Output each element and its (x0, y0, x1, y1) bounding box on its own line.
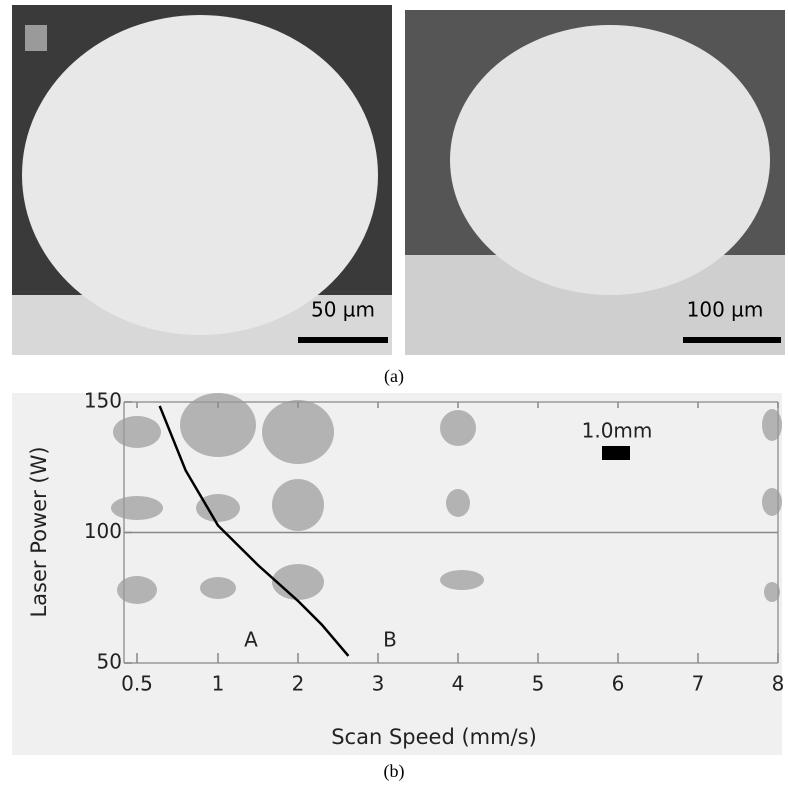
micrograph-left (12, 5, 392, 355)
specimen (764, 582, 780, 602)
specimen (180, 393, 256, 457)
specimen (440, 570, 484, 590)
x-tick-label: 0.5 (121, 672, 153, 696)
x-tick-label: 5 (532, 672, 545, 696)
specimen (117, 576, 157, 604)
y-tick-label: 100 (84, 519, 122, 543)
y-tick-label: 50 (97, 650, 122, 674)
y-axis-label: Laser Power (W) (27, 446, 51, 617)
x-tick-label: 7 (692, 672, 705, 696)
specimen (762, 488, 782, 516)
specimen (111, 496, 163, 520)
caption: (a) (384, 366, 404, 387)
x-axis-label: Scan Speed (mm/s) (331, 725, 537, 749)
specimen (762, 409, 782, 441)
specimen (262, 400, 334, 464)
specimen (272, 564, 324, 600)
curve (158, 405, 350, 657)
annotation: A (244, 628, 258, 652)
scale-bar-label: 100 µm (687, 298, 764, 322)
specimen (113, 416, 161, 448)
y-tick-label: 150 (84, 389, 122, 413)
annotation: B (383, 628, 397, 652)
caption: (b) (384, 761, 405, 782)
specimen (196, 494, 240, 522)
specimen (446, 489, 470, 517)
specimen (272, 479, 324, 531)
x-tick-label: 1 (212, 672, 225, 696)
micrograph-right (405, 10, 785, 355)
x-tick-label: 4 (452, 672, 465, 696)
specimen (200, 577, 236, 599)
x-tick-label: 2 (292, 672, 305, 696)
x-tick-label: 6 (612, 672, 625, 696)
x-tick-label: 3 (372, 672, 385, 696)
annotation: 1.0mm (582, 419, 653, 443)
chart-background (12, 393, 782, 755)
scale-bar-label: 50 µm (311, 298, 375, 322)
x-tick-label: 8 (772, 672, 785, 696)
scale-bar (602, 446, 630, 460)
specimen (440, 410, 476, 446)
